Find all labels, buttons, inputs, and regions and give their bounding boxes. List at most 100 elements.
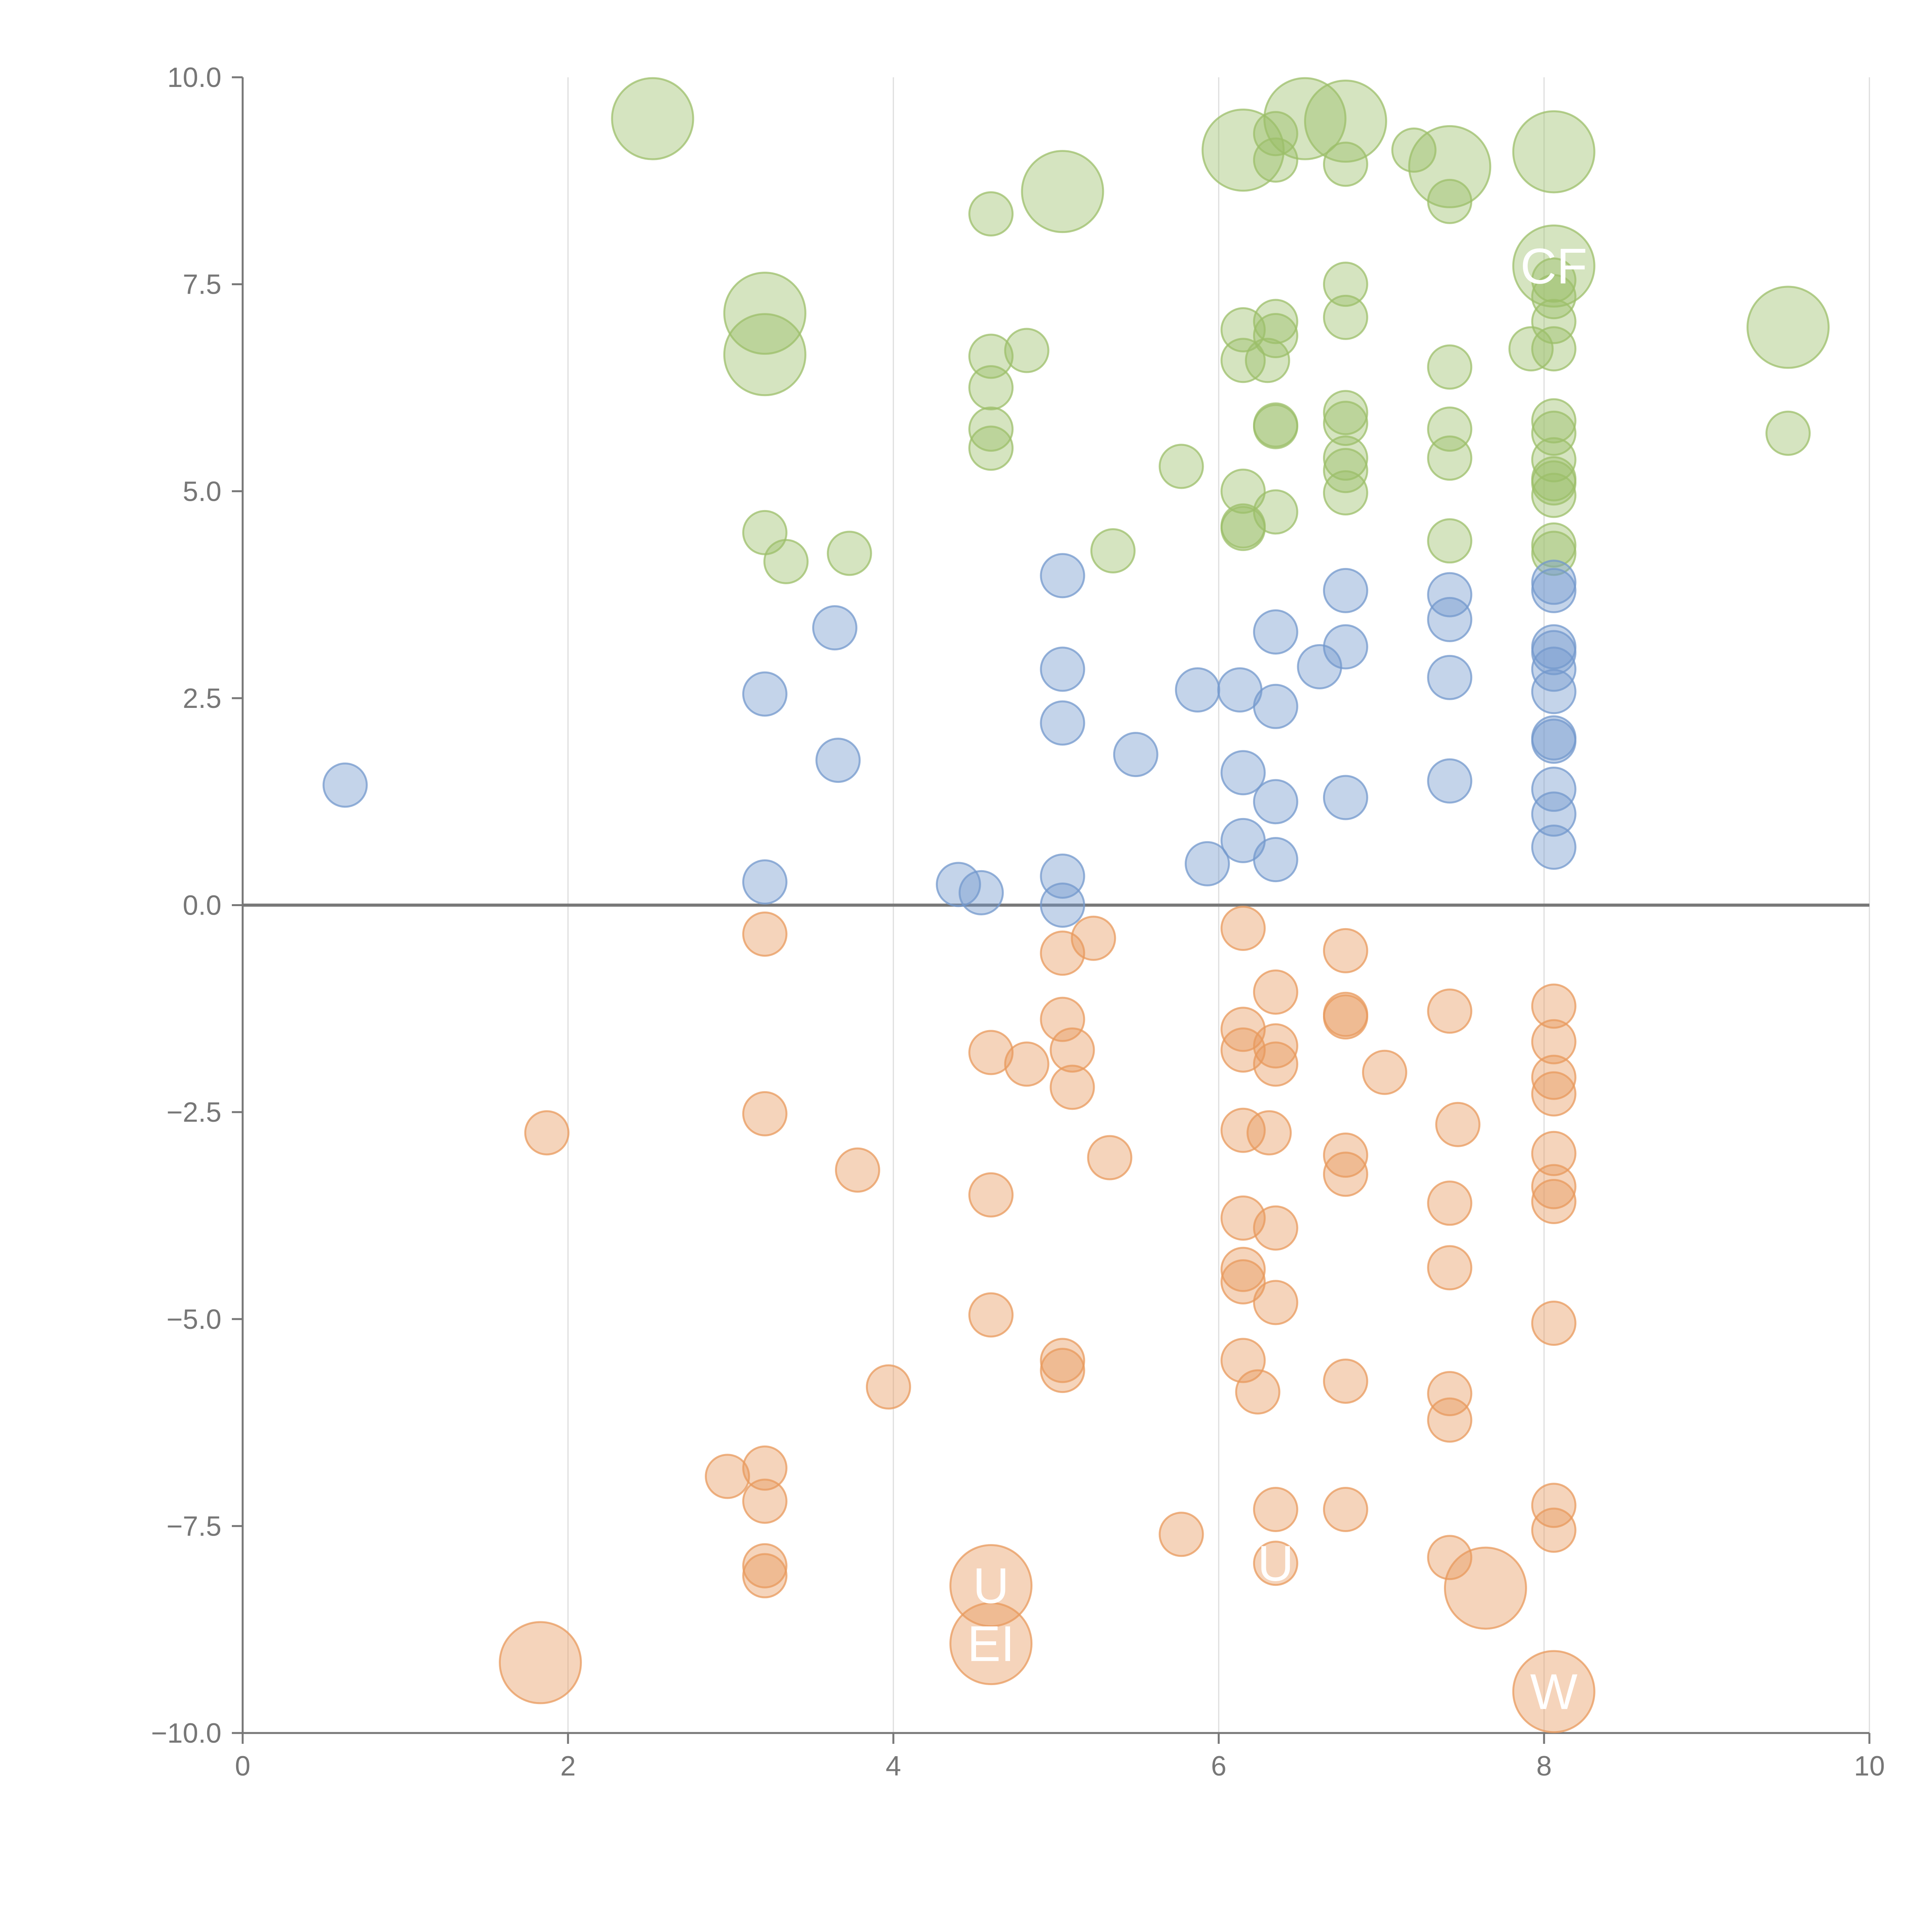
orange-bubble [1427,1397,1473,1443]
blue-bubble [1297,644,1342,689]
blue-bubble [1323,624,1368,670]
orange-bubble [742,911,787,957]
blue-bubble [1185,841,1230,886]
orange-bubble [1323,928,1368,973]
blue-bubble [1040,883,1085,928]
bubbles [322,77,1830,1733]
orange-bubble [1427,988,1473,1034]
blue-bubble [1323,568,1368,613]
green-bubble [723,313,806,396]
green-bubble [1531,299,1577,344]
green-bubble [1323,262,1368,307]
orange-bubble [835,1147,880,1193]
orange-bubble [1158,1512,1204,1557]
green-bubble [1220,506,1266,551]
green-bubble [1323,435,1368,481]
blue-bubble [1427,655,1473,700]
orange-bubble [1531,1131,1577,1176]
blue-bubble [1427,758,1473,804]
green-bubble [968,406,1014,452]
green-bubble [1747,286,1830,369]
blue-bubble [1427,597,1473,642]
orange-bubble [1253,969,1298,1015]
bubble-label: U [1257,1535,1294,1592]
green-bubble [968,425,1014,471]
green-bubble [1765,410,1811,456]
y-tick-label: −10.0 [151,1718,221,1749]
green-bubble [1427,435,1473,481]
green-bubble [1323,401,1368,446]
orange-bubble [1253,1487,1298,1532]
orange-bubble [1071,915,1116,961]
green-bubble [968,365,1014,410]
blue-bubble [1531,825,1577,870]
blue-bubble [1040,553,1085,599]
blue-bubble [1175,667,1220,713]
green-bubble [968,191,1014,237]
green-bubble [1253,313,1298,358]
orange-bubble [1323,1151,1368,1197]
green-bubble [1427,518,1473,564]
orange-bubble [1040,930,1085,976]
green-bubble [1512,110,1595,194]
orange-bubble [1531,1019,1577,1065]
green-bubble [1531,257,1577,303]
green-bubble [1508,326,1554,372]
green-bubble [763,539,809,584]
green-bubble [611,77,694,160]
orange-bubble [1531,1071,1577,1117]
blue-bubble [1531,718,1577,764]
bubble-label: U [973,1558,1009,1614]
orange-bubble [1531,1507,1577,1553]
blue-bubble [1531,630,1577,675]
blue-bubble [812,605,857,651]
orange-bubble [1323,1487,1368,1532]
blue-bubble [958,870,1004,915]
orange-bubble [1253,1023,1298,1069]
orange-bubble [1087,1135,1133,1180]
blue-bubble [1531,767,1577,812]
green-bubble [1158,444,1204,489]
green-bubble [1427,344,1473,390]
y-tick-label: 5.0 [183,476,221,507]
orange-bubble [1049,1027,1095,1073]
orange-bubble [1323,1358,1368,1404]
orange-bubble [524,1110,570,1156]
orange-bubble [1040,997,1085,1042]
orange-bubble [949,1602,1033,1685]
orange-bubble [1253,1280,1298,1325]
orange-bubble [1531,1483,1577,1528]
blue-bubble [1427,572,1473,617]
orange-bubble [1247,1110,1292,1156]
green-bubble [1004,328,1049,373]
orange-bubble [498,1621,582,1704]
y-tick-label: 2.5 [183,683,221,714]
y-tick-label: 10.0 [167,62,221,93]
blue-bubble [1253,684,1298,729]
orange-bubble [1040,1348,1085,1393]
green-bubble [1021,150,1104,233]
green-bubble [1253,137,1298,183]
orange-bubble [1427,1371,1473,1417]
green-bubble [1220,338,1266,383]
green-bubble [1427,179,1473,224]
orange-bubble [968,1030,1014,1075]
y-tick-label: −5.0 [167,1304,221,1335]
blue-bubble [1253,837,1298,883]
green-bubble [1253,299,1298,344]
blue-bubble [1220,750,1266,796]
green-bubble [1531,398,1577,444]
axis-ticks: 0 2 4 6 8 10 10.0 7.5 5.0 2.5 0.0 −2.5 −5.0 −7.5 −10.0 [151,62,1885,1782]
orange-bubble [1220,1107,1266,1153]
green-bubble [1323,390,1368,435]
orange-bubble [866,1364,911,1410]
green-bubble [1253,404,1298,449]
orange-bubble [1531,1054,1577,1100]
x-tick-label: 6 [1211,1751,1226,1782]
x-tick-label: 10 [1854,1751,1885,1782]
orange-bubble [1220,1247,1266,1292]
green-bubble [1201,109,1285,192]
orange-bubble [1235,1369,1281,1415]
green-bubble [1391,128,1437,173]
